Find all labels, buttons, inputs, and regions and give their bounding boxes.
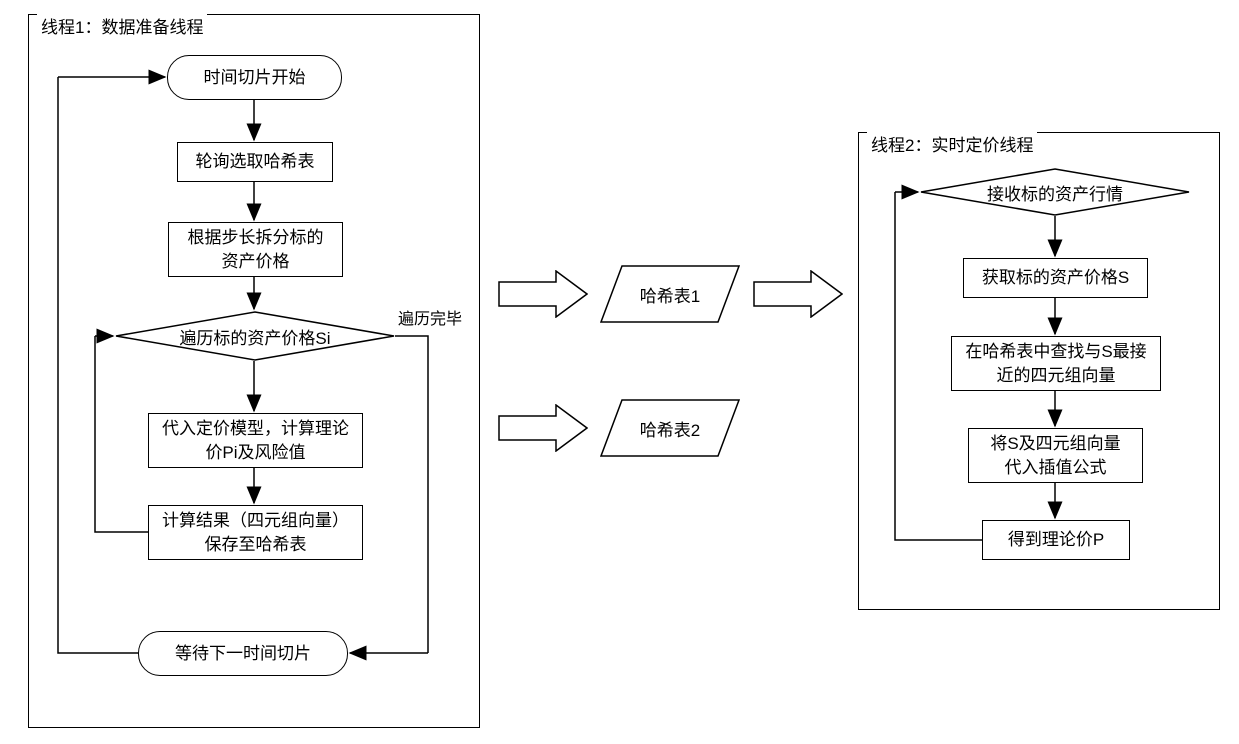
node-result-label: 得到理论价P bbox=[1008, 528, 1104, 552]
node-lookup: 在哈希表中查找与S最接 近的四元组向量 bbox=[951, 336, 1161, 391]
thread1-panel: 线程1：数据准备线程 bbox=[28, 14, 480, 728]
node-gets-label: 获取标的资产价格S bbox=[982, 266, 1129, 290]
node-lookup-label: 在哈希表中查找与S最接 近的四元组向量 bbox=[965, 340, 1146, 388]
node-recv-label: 接收标的资产行情 bbox=[987, 180, 1123, 205]
label-iterate-done: 遍历完毕 bbox=[398, 305, 462, 329]
node-wait-label: 等待下一时间切片 bbox=[175, 642, 311, 666]
node-calc: 代入定价模型，计算理论 价Pi及风险值 bbox=[148, 413, 363, 468]
node-split: 根据步长拆分标的 资产价格 bbox=[168, 222, 343, 277]
node-recv: 接收标的资产行情 bbox=[920, 168, 1190, 216]
node-hash1: 哈希表1 bbox=[600, 265, 740, 323]
node-hash1-label: 哈希表1 bbox=[640, 282, 700, 307]
bigarrow-3 bbox=[753, 270, 843, 318]
bigarrow-2 bbox=[498, 404, 588, 452]
node-start-label: 时间切片开始 bbox=[204, 66, 306, 90]
node-split-label: 根据步长拆分标的 资产价格 bbox=[188, 226, 324, 274]
node-gets: 获取标的资产价格S bbox=[963, 258, 1148, 298]
node-iterate: 遍历标的资产价格Si bbox=[115, 311, 395, 361]
node-interp-label: 将S及四元组向量 代入插值公式 bbox=[990, 432, 1120, 480]
node-save: 计算结果（四元组向量） 保存至哈希表 bbox=[148, 505, 363, 560]
thread2-title: 线程2：实时定价线程 bbox=[867, 131, 1037, 156]
node-hash2: 哈希表2 bbox=[600, 399, 740, 457]
node-save-label: 计算结果（四元组向量） 保存至哈希表 bbox=[162, 509, 349, 557]
bigarrow-1 bbox=[498, 270, 588, 318]
node-interp: 将S及四元组向量 代入插值公式 bbox=[968, 428, 1143, 483]
node-calc-label: 代入定价模型，计算理论 价Pi及风险值 bbox=[162, 417, 349, 465]
node-poll-label: 轮询选取哈希表 bbox=[196, 150, 315, 174]
node-result: 得到理论价P bbox=[982, 520, 1130, 560]
node-wait: 等待下一时间切片 bbox=[138, 631, 348, 676]
node-poll: 轮询选取哈希表 bbox=[177, 142, 333, 182]
node-iterate-label: 遍历标的资产价格Si bbox=[179, 324, 330, 349]
node-hash2-label: 哈希表2 bbox=[640, 416, 700, 441]
node-start: 时间切片开始 bbox=[167, 55, 342, 100]
thread1-title: 线程1：数据准备线程 bbox=[37, 13, 207, 38]
